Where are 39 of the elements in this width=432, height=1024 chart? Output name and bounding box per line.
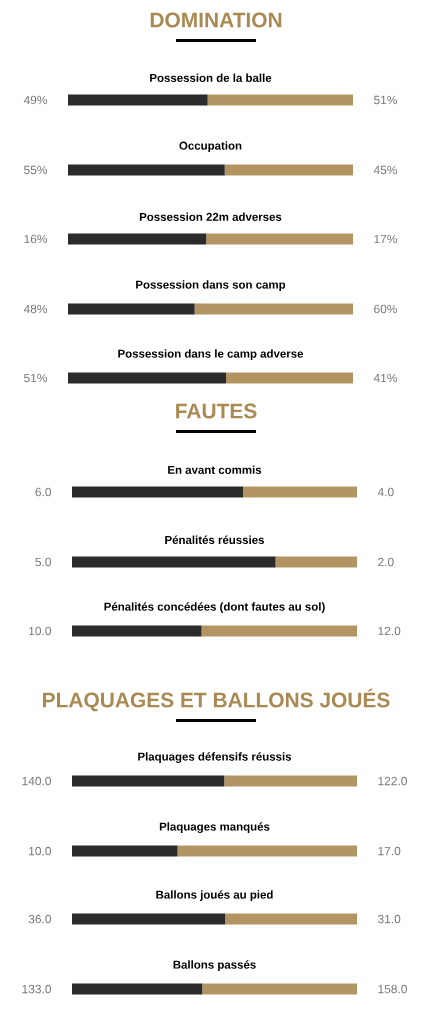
data-label: 60% (374, 304, 398, 314)
data-label: 51% (374, 95, 398, 105)
category-label: Plaquages défensifs réussis (138, 752, 292, 763)
data-label: 41% (373, 373, 398, 383)
data-label: 49% (23, 95, 48, 105)
data-label: 31.0 (377, 914, 401, 924)
chart-title: FAUTES (176, 403, 257, 419)
category-label: Pénalités réussies (165, 535, 265, 544)
chart-title: PLAQUAGES ET BALLONS JOUÉS (43, 688, 390, 712)
data-label: 17% (374, 234, 398, 244)
category-label: Plaquages manqués (159, 822, 270, 833)
category-label: Possession 22m adverses (139, 212, 282, 221)
data-label: 140.0 (22, 776, 52, 786)
data-label: 133.0 (22, 984, 52, 994)
category-label: Possession dans le camp adverse (118, 349, 304, 360)
data-label: 4.0 (377, 487, 394, 497)
data-label: 17.0 (378, 846, 401, 856)
data-label: 2.0 (378, 557, 394, 567)
category-label: Possession dans son camp (136, 280, 286, 291)
category-label: Occupation (179, 141, 242, 152)
data-label: 122.0 (378, 776, 407, 786)
data-label: 16% (24, 234, 48, 244)
data-label: 158.0 (378, 984, 407, 994)
data-label: 45% (373, 165, 398, 175)
data-label: 10.0 (29, 846, 52, 856)
data-label: 48% (23, 304, 48, 314)
data-label: 5.0 (35, 557, 52, 567)
data-label: 36.0 (28, 914, 52, 924)
data-label: 6.0 (35, 487, 52, 497)
category-label: En avant commis (168, 465, 262, 474)
data-label: 10.0 (29, 626, 52, 636)
data-label: 12.0 (378, 626, 401, 636)
category-label: Ballons joués au pied (156, 890, 273, 901)
category-label: Ballons passés (173, 960, 256, 971)
category-label: Possession de la balle (150, 73, 272, 82)
chart-title: DOMINATION (150, 12, 282, 28)
data-label: 55% (24, 165, 48, 175)
category-label: Pénalités concédées (dont fautes au sol) (104, 602, 325, 613)
data-label: 51% (24, 373, 48, 383)
